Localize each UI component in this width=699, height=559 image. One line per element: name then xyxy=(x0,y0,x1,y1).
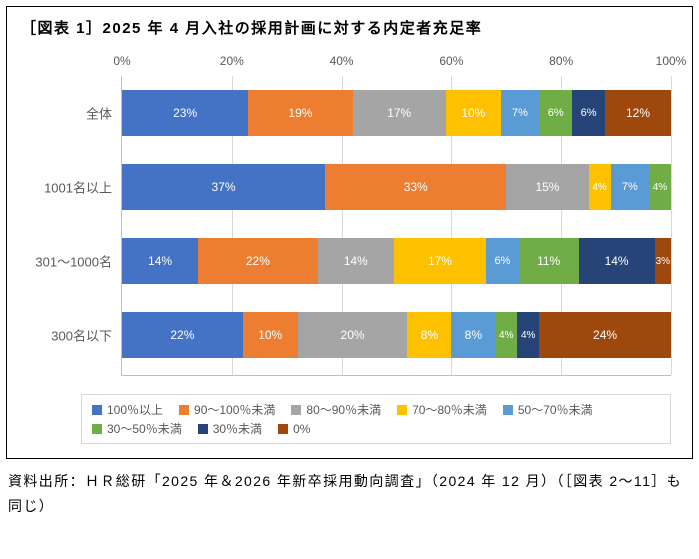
chart-frame: ［図表 1］2025 年 4 月入社の採用計画に対する内定者充足率 0% 20% 4… xyxy=(6,6,693,459)
legend-swatch xyxy=(179,405,189,415)
bar-segment: 19% xyxy=(248,90,352,136)
bar-segment: 4% xyxy=(589,164,611,210)
x-tick-label: 20% xyxy=(220,54,244,68)
chart-plot: 0%20%40%60%80%100%全体23%19%17%10%7%6%6%12… xyxy=(121,76,671,376)
bar-segment: 3% xyxy=(655,238,671,284)
bar-segment: 7% xyxy=(611,164,649,210)
bar-segment: 24% xyxy=(539,312,671,358)
category-label: 全体 xyxy=(86,104,122,123)
gridline xyxy=(671,76,672,375)
bar-segment: 4% xyxy=(495,312,517,358)
legend-label: 100％以上 xyxy=(107,401,163,418)
chart-area: 0%20%40%60%80%100%全体23%19%17%10%7%6%6%12… xyxy=(21,48,678,384)
legend-label: 90～100％未満 xyxy=(194,401,275,418)
legend-label: 80～90％未満 xyxy=(306,401,381,418)
legend-item: 70～80％未満 xyxy=(397,401,487,418)
bar-segment: 23% xyxy=(122,90,248,136)
x-tick-label: 60% xyxy=(439,54,463,68)
chart-source: 資料出所：ＨＲ総研「2025 年＆2026 年新卒採用動向調査」（2024 年 … xyxy=(8,469,691,519)
category-label: 301～1000名 xyxy=(35,252,122,271)
bar-segment: 6% xyxy=(572,90,605,136)
legend-item: 30～50％未満 xyxy=(92,420,182,437)
chart-legend: 100％以上 90～100％未満 80～90％未満 70～80％未満 50～70％未満 3… xyxy=(81,394,671,444)
bar-segment: 14% xyxy=(318,238,394,284)
bar-segment: 22% xyxy=(122,312,243,358)
bar-segment: 15% xyxy=(506,164,588,210)
bar-segment: 6% xyxy=(539,90,572,136)
bar-row: 14%22%14%17%6%11%14%3% xyxy=(122,238,671,284)
legend-label: 0% xyxy=(293,422,310,436)
legend-item: 80～90％未満 xyxy=(291,401,381,418)
bar-segment: 14% xyxy=(122,238,198,284)
category-label: 300名以下 xyxy=(51,326,122,345)
bar-segment: 4% xyxy=(649,164,671,210)
legend-label: 50～70％未満 xyxy=(518,401,593,418)
legend-item: 50～70％未満 xyxy=(503,401,593,418)
category-label: 1001名以上 xyxy=(44,178,122,197)
legend-swatch xyxy=(92,405,102,415)
legend-swatch xyxy=(198,424,208,434)
bar-segment: 17% xyxy=(394,238,486,284)
x-tick-label: 40% xyxy=(330,54,354,68)
bar-segment: 22% xyxy=(198,238,318,284)
bar-segment: 33% xyxy=(325,164,506,210)
bar-segment: 20% xyxy=(298,312,408,358)
legend-item: 90～100％未満 xyxy=(179,401,275,418)
legend-swatch xyxy=(278,424,288,434)
bar-segment: 11% xyxy=(519,238,579,284)
bar-segment: 6% xyxy=(486,238,519,284)
bar-row: 23%19%17%10%7%6%6%12% xyxy=(122,90,671,136)
bar-segment: 14% xyxy=(579,238,655,284)
legend-label: 70～80％未満 xyxy=(412,401,487,418)
bar-segment: 10% xyxy=(446,90,501,136)
x-tick-label: 100% xyxy=(656,54,687,68)
bar-segment: 8% xyxy=(407,312,451,358)
bar-segment: 12% xyxy=(605,90,671,136)
legend-swatch xyxy=(503,405,513,415)
legend-item: 100％以上 xyxy=(92,401,163,418)
legend-label: 30～50％未満 xyxy=(107,420,182,437)
bar-row: 22%10%20%8%8%4%4%24% xyxy=(122,312,671,358)
bar-segment: 4% xyxy=(517,312,539,358)
chart-title: ［図表 1］2025 年 4 月入社の採用計画に対する内定者充足率 xyxy=(21,17,678,38)
legend-label: 30％未満 xyxy=(213,420,262,437)
legend-swatch xyxy=(92,424,102,434)
bar-segment: 37% xyxy=(122,164,325,210)
legend-item: 30％未満 xyxy=(198,420,262,437)
legend-swatch xyxy=(397,405,407,415)
legend-swatch xyxy=(291,405,301,415)
bar-segment: 7% xyxy=(501,90,539,136)
x-tick-label: 80% xyxy=(549,54,573,68)
bar-segment: 17% xyxy=(353,90,446,136)
x-tick-label: 0% xyxy=(113,54,130,68)
bar-segment: 8% xyxy=(451,312,495,358)
legend-item: 0% xyxy=(278,420,310,437)
bar-row: 37%33%15%4%7%4% xyxy=(122,164,671,210)
bar-segment: 10% xyxy=(243,312,298,358)
